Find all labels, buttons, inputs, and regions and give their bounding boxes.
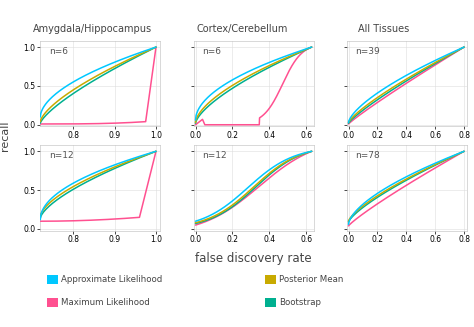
Text: Cortex/Cerebellum: Cortex/Cerebellum [196,24,287,34]
Text: n=12: n=12 [202,151,227,160]
Text: n=39: n=39 [356,47,380,56]
Text: Bootstrap: Bootstrap [279,298,321,307]
Text: n=6: n=6 [202,47,221,56]
Text: Approximate Likelihood: Approximate Likelihood [61,275,162,284]
Text: Posterior Mean: Posterior Mean [279,275,343,284]
Text: n=12: n=12 [49,151,73,160]
Text: recall: recall [0,120,10,151]
Text: false discovery rate: false discovery rate [195,252,312,265]
Text: Maximum Likelihood: Maximum Likelihood [61,298,149,307]
Text: Amygdala/Hippocampus: Amygdala/Hippocampus [33,24,152,34]
Text: n=6: n=6 [49,47,68,56]
Text: n=78: n=78 [356,151,380,160]
Text: All Tissues: All Tissues [358,24,410,34]
